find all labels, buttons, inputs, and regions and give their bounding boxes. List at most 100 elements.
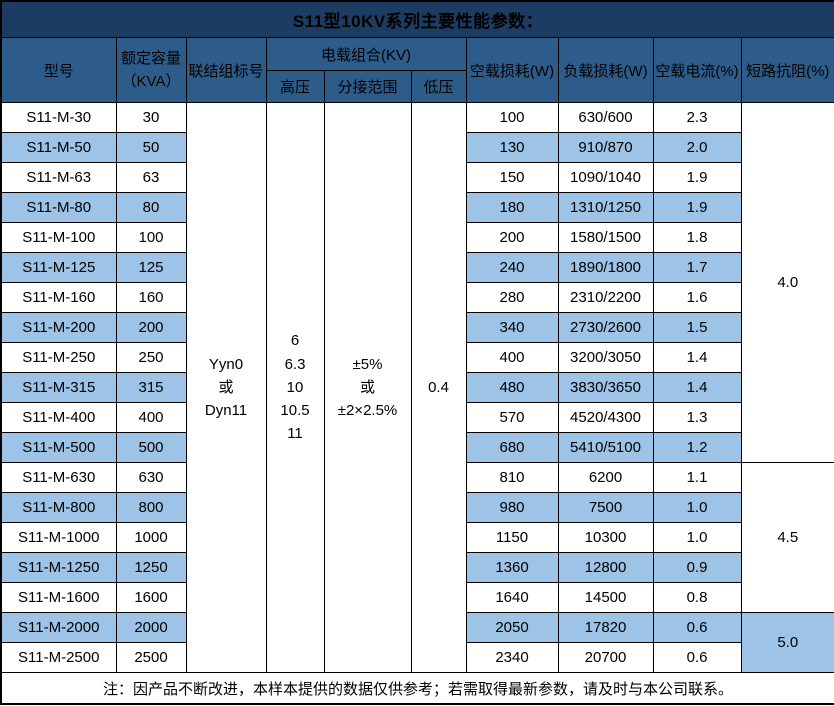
load-loss-cell: 3830/3650 — [557, 372, 654, 403]
load-loss-cell: 2310/2200 — [557, 282, 654, 313]
table-row: S11-M-1600 1600 1640 14500 0.8 — [0, 582, 834, 613]
no-load-loss-cell: 570 — [465, 402, 559, 433]
table-row: S11-M-2500 2500 2340 20700 0.6 — [0, 642, 834, 673]
title-row: S11型10KV系列主要性能参数： — [0, 0, 834, 38]
no-load-loss-cell: 2340 — [465, 642, 559, 673]
load-loss-cell: 20700 — [557, 642, 654, 673]
no-load-loss-cell: 680 — [465, 432, 559, 463]
no-load-current-cell: 1.9 — [652, 192, 742, 223]
column-header-no-load-loss: 空载损耗(W) — [465, 37, 559, 103]
table-row: S11-M-160 160 280 2310/2200 1.6 — [0, 282, 834, 313]
no-load-current-cell: 1.1 — [652, 462, 742, 493]
column-header-impedance: 短路抗阻(%) — [740, 37, 834, 103]
column-header-tap-range: 分接范围 — [323, 70, 412, 103]
no-load-current-cell: 2.3 — [652, 102, 742, 133]
no-load-current-cell: 0.8 — [652, 582, 742, 613]
load-loss-cell: 2730/2600 — [557, 312, 654, 343]
capacity-cell: 80 — [115, 192, 187, 223]
footnote: 注：因产品不断改进，本样本提供的数据仅供参考；若需取得最新参数，请及时与本公司联… — [0, 672, 834, 705]
no-load-current-cell: 0.9 — [652, 552, 742, 583]
no-load-current-cell: 1.0 — [652, 492, 742, 523]
model-cell: S11-M-315 — [0, 372, 117, 403]
no-load-loss-cell: 180 — [465, 192, 559, 223]
column-header-voltage-combo: 电载组合(KV) — [265, 37, 467, 71]
load-loss-cell: 4520/4300 — [557, 402, 654, 433]
load-loss-cell: 910/870 — [557, 132, 654, 163]
low-voltage-merged-cell: 0.4 — [410, 102, 467, 673]
capacity-cell: 63 — [115, 162, 187, 193]
model-cell: S11-M-63 — [0, 162, 117, 193]
table-row: S11-M-50 50 130 910/870 2.0 — [0, 132, 834, 163]
model-cell: S11-M-200 — [0, 312, 117, 343]
capacity-cell: 2000 — [115, 612, 187, 643]
table-row: S11-M-125 125 240 1890/1800 1.7 — [0, 252, 834, 283]
model-cell: S11-M-80 — [0, 192, 117, 223]
page-title: S11型10KV系列主要性能参数： — [0, 0, 834, 38]
load-loss-cell: 6200 — [557, 462, 654, 493]
column-header-high-voltage: 高压 — [265, 70, 325, 103]
model-cell: S11-M-160 — [0, 282, 117, 313]
no-load-current-cell: 1.2 — [652, 432, 742, 463]
header-row-1: 型号 额定容量 （KVA） 联结组标号 电载组合(KV) 空载损耗(W) 负载损… — [0, 37, 834, 103]
capacity-cell: 630 — [115, 462, 187, 493]
load-loss-cell: 7500 — [557, 492, 654, 523]
capacity-cell: 160 — [115, 282, 187, 313]
no-load-current-cell: 1.9 — [652, 162, 742, 193]
column-header-model: 型号 — [0, 37, 117, 103]
capacity-cell: 50 — [115, 132, 187, 163]
model-cell: S11-M-1250 — [0, 552, 117, 583]
impedance-merged-cell: 4.0 — [740, 102, 834, 463]
capacity-cell: 250 — [115, 342, 187, 373]
no-load-loss-cell: 240 — [465, 252, 559, 283]
column-header-load-loss: 负载损耗(W) — [557, 37, 654, 103]
no-load-current-cell: 1.5 — [652, 312, 742, 343]
capacity-cell: 1000 — [115, 522, 187, 553]
load-loss-cell: 1890/1800 — [557, 252, 654, 283]
capacity-cell: 1250 — [115, 552, 187, 583]
load-loss-cell: 630/600 — [557, 102, 654, 133]
no-load-loss-cell: 340 — [465, 312, 559, 343]
table-row: S11-M-315 315 480 3830/3650 1.4 — [0, 372, 834, 403]
tap-range-merged-cell: ±5% 或 ±2×2.5% — [323, 102, 412, 673]
load-loss-cell: 12800 — [557, 552, 654, 583]
capacity-cell: 315 — [115, 372, 187, 403]
no-load-current-cell: 0.6 — [652, 612, 742, 643]
capacity-cell: 500 — [115, 432, 187, 463]
model-cell: S11-M-50 — [0, 132, 117, 163]
load-loss-cell: 1580/1500 — [557, 222, 654, 253]
no-load-loss-cell: 2050 — [465, 612, 559, 643]
model-cell: S11-M-630 — [0, 462, 117, 493]
no-load-current-cell: 1.6 — [652, 282, 742, 313]
capacity-cell: 30 — [115, 102, 187, 133]
capacity-cell: 800 — [115, 492, 187, 523]
load-loss-cell: 3200/3050 — [557, 342, 654, 373]
model-cell: S11-M-2000 — [0, 612, 117, 643]
capacity-cell: 100 — [115, 222, 187, 253]
table-row: S11-M-1250 1250 1360 12800 0.9 — [0, 552, 834, 583]
capacity-cell: 2500 — [115, 642, 187, 673]
table-row: S11-M-400 400 570 4520/4300 1.3 — [0, 402, 834, 433]
no-load-current-cell: 0.6 — [652, 642, 742, 673]
no-load-current-cell: 1.3 — [652, 402, 742, 433]
model-cell: S11-M-400 — [0, 402, 117, 433]
table-row: S11-M-630 630 810 6200 1.1 4.5 — [0, 462, 834, 613]
table-row: S11-M-2000 2000 2050 17820 0.6 5.0 — [0, 612, 834, 673]
no-load-loss-cell: 130 — [465, 132, 559, 163]
table-row: S11-M-80 80 180 1310/1250 1.9 — [0, 192, 834, 223]
model-cell: S11-M-125 — [0, 252, 117, 283]
table-row: S11-M-63 63 150 1090/1040 1.9 — [0, 162, 834, 193]
no-load-loss-cell: 200 — [465, 222, 559, 253]
load-loss-cell: 14500 — [557, 582, 654, 613]
column-header-no-load-current: 空载电流(%) — [652, 37, 742, 103]
capacity-cell: 1600 — [115, 582, 187, 613]
no-load-loss-cell: 980 — [465, 492, 559, 523]
load-loss-cell: 1090/1040 — [557, 162, 654, 193]
table-row: S11-M-100 100 200 1580/1500 1.8 — [0, 222, 834, 253]
no-load-loss-cell: 280 — [465, 282, 559, 313]
no-load-loss-cell: 1150 — [465, 522, 559, 553]
table-row: S11-M-200 200 340 2730/2600 1.5 — [0, 312, 834, 343]
no-load-current-cell: 1.7 — [652, 252, 742, 283]
load-loss-cell: 5410/5100 — [557, 432, 654, 463]
no-load-current-cell: 2.0 — [652, 132, 742, 163]
